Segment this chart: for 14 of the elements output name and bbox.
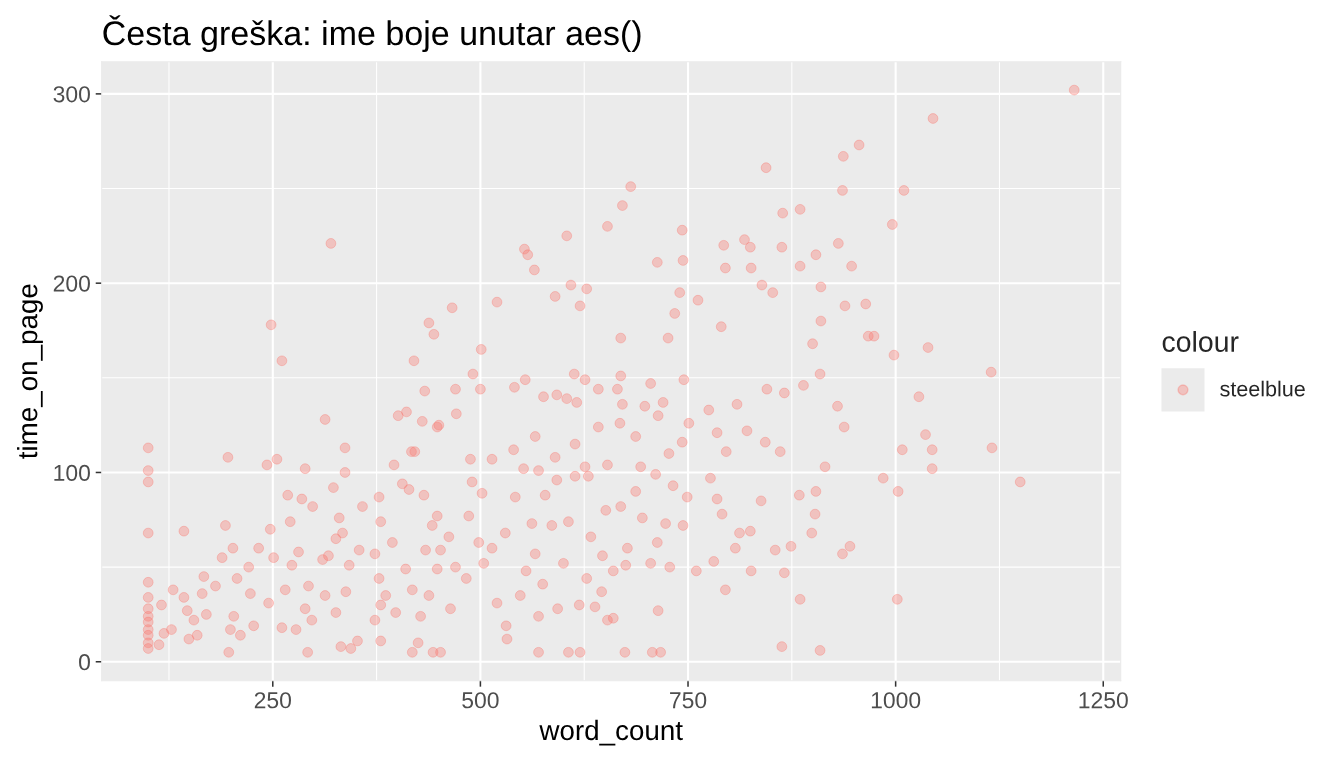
y-tick-label: 300 <box>53 86 90 103</box>
y-tick-label: 100 <box>54 464 90 481</box>
x-tick-label: 500 <box>462 692 499 709</box>
legend-title: colour <box>1162 331 1239 352</box>
y-tick-label: 0 <box>79 654 90 671</box>
x-tick-label: 750 <box>670 692 707 709</box>
x-tick-label: 1250 <box>1079 692 1128 709</box>
x-tick-label: 1000 <box>871 692 921 709</box>
y-axis-title: time_on_page <box>17 284 43 459</box>
y-tick-label: 200 <box>53 275 90 292</box>
legend-label: steelblue <box>1220 380 1305 397</box>
chart-title: Česta greška: ime boje unutar aes() <box>103 15 641 53</box>
x-tick-label: 250 <box>254 692 291 709</box>
x-axis-title: word_count <box>539 719 683 746</box>
